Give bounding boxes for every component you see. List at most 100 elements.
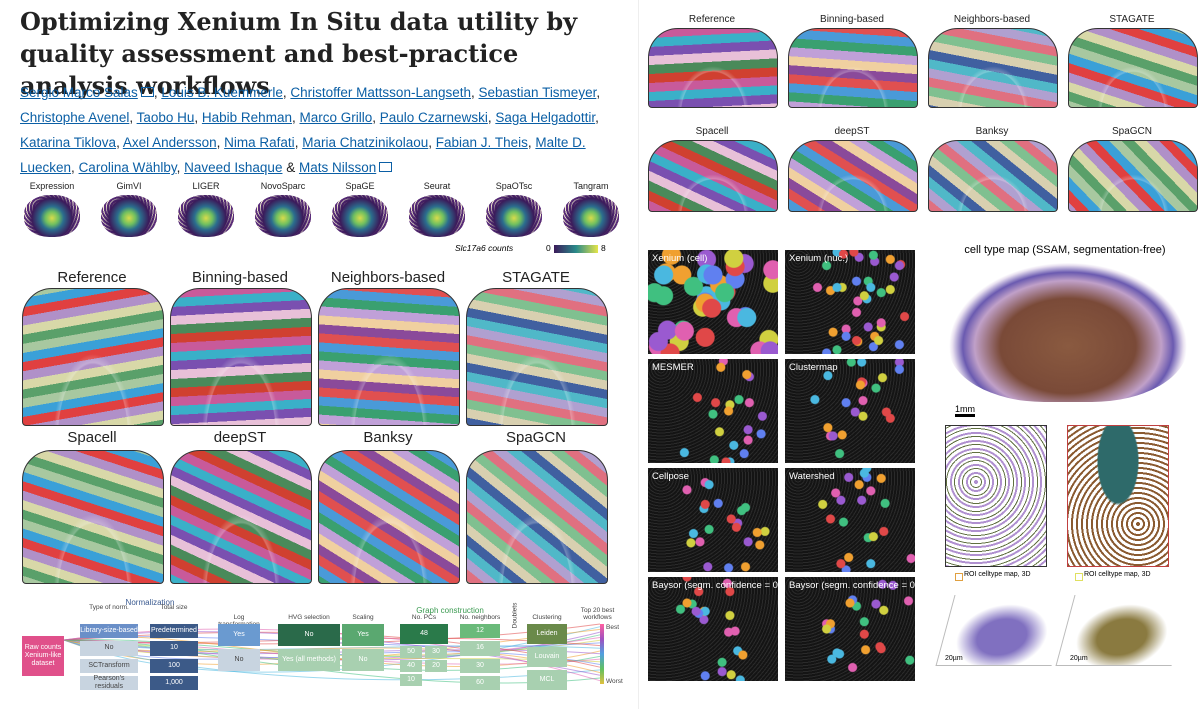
- domain-map: [318, 288, 460, 426]
- option-box: 12: [460, 624, 500, 639]
- column-header: Type of norm.: [89, 604, 129, 611]
- expression-map: [24, 195, 80, 237]
- domain-title: Binning-based: [192, 269, 288, 286]
- author-list: Sergio Marco Salas, Louis B. Kuemmerle, …: [20, 80, 620, 180]
- option-box: No: [278, 624, 340, 646]
- column-header: No. neighbors: [459, 614, 501, 621]
- segmentation-panel: Xenium (nuc.): [785, 250, 915, 354]
- option-box: No: [80, 641, 138, 656]
- method-label: Seurat: [423, 181, 451, 191]
- author[interactable]: Malte D. Luecken: [20, 135, 586, 175]
- author[interactable]: Sergio Marco Salas: [20, 85, 138, 100]
- option-box: 16: [460, 641, 500, 656]
- author[interactable]: Katarina Tiklova: [20, 135, 117, 150]
- domain-map: [788, 140, 918, 212]
- option-box: 40: [400, 660, 422, 672]
- option-box: Predetermined: [150, 624, 198, 639]
- option-box: Leiden: [527, 624, 567, 644]
- domain-map: [648, 28, 778, 108]
- author[interactable]: Paulo Czarnewski: [379, 110, 488, 125]
- separator: ,: [487, 110, 496, 125]
- segmentation-label: MESMER: [652, 362, 694, 373]
- method-label: Tangram: [573, 181, 609, 191]
- domain-title: deepST: [834, 126, 870, 137]
- option-box: 10: [150, 641, 198, 656]
- option-box: Raw counts Xenium-like dataset: [22, 636, 64, 676]
- option-box: Library-size-based: [80, 624, 138, 639]
- author[interactable]: Christophe Avenel: [20, 110, 130, 125]
- segmentation-label: Cellpose: [652, 471, 689, 482]
- mail-icon[interactable]: [140, 87, 154, 97]
- domain-title: SpaGCN: [505, 429, 567, 446]
- author[interactable]: Maria Chatzinikolaou: [302, 135, 429, 150]
- domain-map: [928, 28, 1058, 108]
- separator: ,: [294, 135, 303, 150]
- option-box: Yes: [342, 624, 384, 646]
- roi-swatch: [955, 573, 963, 581]
- domain-title: deepST: [213, 429, 267, 446]
- best-label: Best: [606, 624, 620, 631]
- mail-icon[interactable]: [379, 162, 393, 172]
- domain-map: [318, 450, 460, 584]
- segmentation-label: Baysor (segm. confidence = 0.8): [789, 580, 915, 591]
- method-label: LIGER: [192, 181, 220, 191]
- best-title: Top 20 best workflows: [580, 607, 615, 621]
- segmentation-panel: Baysor (segm. confidence = 0.8): [785, 577, 915, 681]
- expression-map: [332, 195, 388, 237]
- segmentation-panel: Cellpose: [648, 468, 778, 572]
- paper-title: Optimizing Xenium In Situ data utility b…: [20, 7, 578, 100]
- segmentation-panel: MESMER: [648, 359, 778, 463]
- author[interactable]: Axel Andersson: [122, 135, 217, 150]
- domain-title: STAGATE: [502, 269, 570, 286]
- author[interactable]: Nima Rafati: [224, 135, 295, 150]
- expression-map: [486, 195, 542, 237]
- domain-map: [22, 450, 164, 584]
- author[interactable]: Naveed Ishaque: [184, 160, 283, 175]
- domain-title: Spacell: [67, 429, 117, 446]
- separator: ,: [176, 160, 185, 175]
- separator: ,: [527, 135, 536, 150]
- ssam-title: cell type map (SSAM, segmentation-free): [964, 244, 1166, 256]
- option-box: 20: [425, 660, 447, 672]
- separator: ,: [596, 85, 601, 100]
- domain-map: [170, 288, 312, 426]
- domain-title: Reference: [688, 14, 736, 25]
- option-box: Yes (all methods): [278, 649, 340, 671]
- option-box: 60: [460, 675, 500, 690]
- option-box: MCL: [527, 670, 567, 690]
- expression-map: [563, 195, 619, 237]
- method-label: NovoSparc: [260, 181, 306, 191]
- author[interactable]: Carolina Wählby: [78, 160, 177, 175]
- author[interactable]: Sebastian Tismeyer: [478, 85, 597, 100]
- colorbar-label: Slc17a6 counts: [455, 243, 514, 253]
- option-box: 48: [400, 624, 448, 644]
- ssam-scale: 1mm: [955, 404, 975, 417]
- option-box: 50: [400, 646, 422, 658]
- domain-map: [466, 450, 608, 584]
- scale-3d: 20µm: [945, 655, 963, 662]
- column-header: HVG selection: [288, 614, 330, 621]
- column-header: Clustering: [532, 614, 562, 621]
- author[interactable]: Fabian J. Theis: [435, 135, 528, 150]
- option-box: 10: [400, 674, 422, 686]
- domain-map: [648, 140, 778, 212]
- author[interactable]: Christoffer Mattsson-Langseth: [290, 85, 471, 100]
- author[interactable]: Saga Helgadottir: [495, 110, 596, 125]
- option-box: No: [342, 649, 384, 671]
- option-box: 1,000: [150, 675, 198, 690]
- author[interactable]: Marco Grillo: [299, 110, 373, 125]
- domain-title: SpaGCN: [1111, 126, 1152, 137]
- option-box: SCTransform: [80, 658, 138, 673]
- separator: ,: [595, 110, 599, 125]
- author[interactable]: Taobo Hu: [136, 110, 195, 125]
- segmentation-label: Watershed: [789, 471, 835, 482]
- author[interactable]: Louis B. Kuemmerle: [161, 85, 283, 100]
- author[interactable]: Habib Rehman: [201, 110, 292, 125]
- roi-label: ROI celltype map, 3D: [964, 571, 1031, 578]
- author[interactable]: Mats Nilsson: [298, 160, 377, 175]
- doublets-label: Doublets: [511, 602, 519, 629]
- worst-label: Worst: [606, 678, 623, 685]
- domain-title: Neighbors-based: [330, 269, 446, 286]
- domain-title: Reference: [57, 269, 127, 286]
